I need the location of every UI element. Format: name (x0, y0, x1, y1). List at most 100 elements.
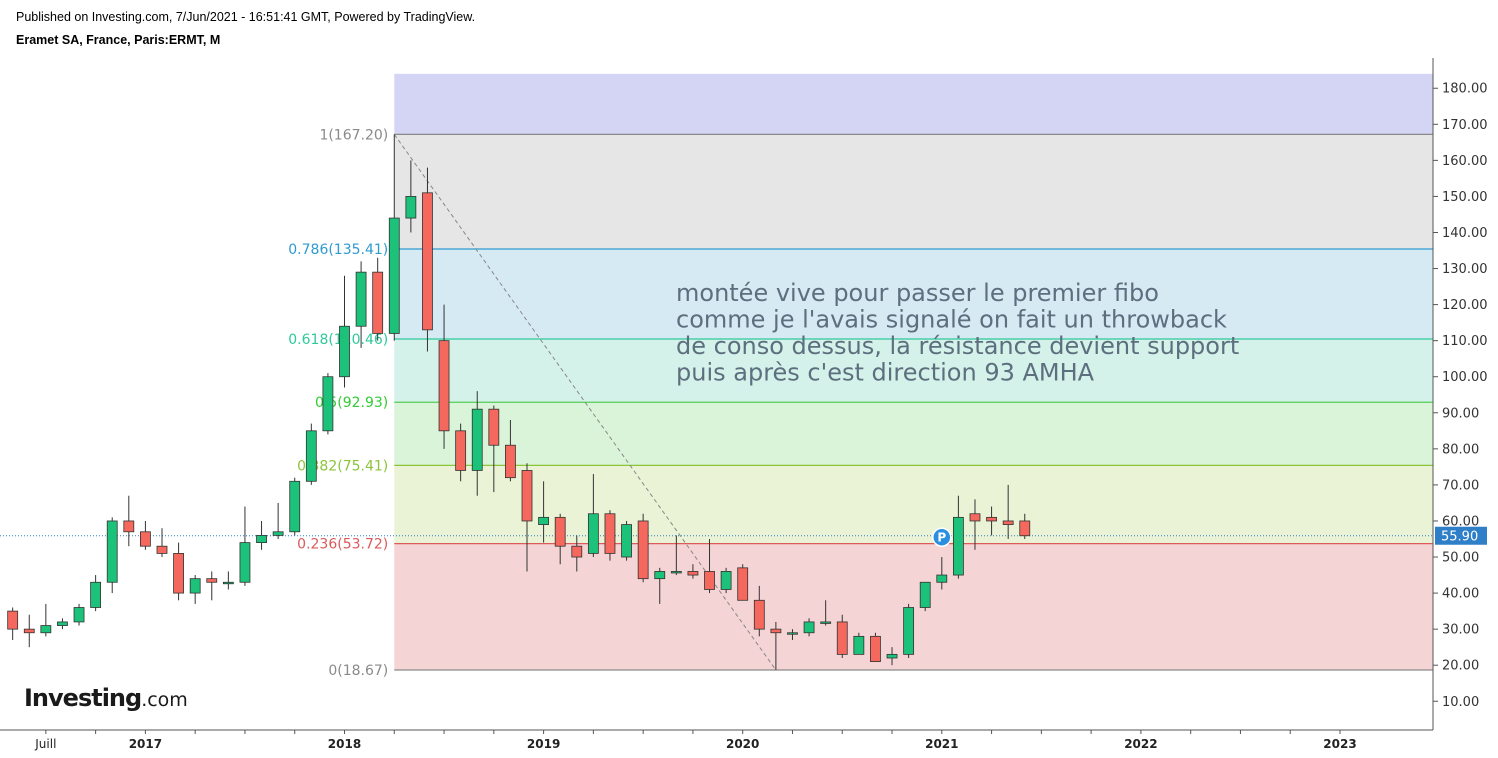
candle-2020-06 (820, 600, 832, 626)
candle-body (720, 571, 732, 590)
candle-body (40, 625, 52, 634)
candle-2017-12 (322, 373, 334, 435)
candle-2016-12 (123, 495, 135, 547)
candle-2019-02 (554, 513, 566, 565)
candle-body (554, 516, 566, 547)
y-tick-label: 110.00 (1442, 334, 1488, 349)
candle-2019-10 (687, 564, 699, 579)
candle-2020-03 (770, 621, 782, 670)
x-tick-label-2017: 2017 (129, 737, 162, 751)
candle-2018-04 (388, 134, 400, 341)
candle-body (654, 571, 666, 580)
candle-body (753, 599, 765, 630)
annotation-line-2: de conso dessus, la résistance devient s… (676, 332, 1239, 360)
candle-body (803, 621, 815, 634)
fib-zones (394, 73, 1433, 670)
candle-body (919, 581, 931, 608)
y-tick-label: 30.00 (1442, 623, 1479, 638)
candle-body (820, 621, 832, 624)
fib-zone-5 (394, 465, 1433, 544)
candle-2019-12 (720, 567, 732, 594)
candle-2018-06 (422, 167, 433, 352)
candle-2017-02 (156, 528, 168, 558)
published-info: Published on Investing.com, 7/Jun/2021 -… (16, 10, 476, 24)
candle-body (853, 635, 865, 655)
candle-body (322, 376, 334, 432)
candle-2019-03 (571, 535, 583, 572)
candle-2017-08 (256, 520, 267, 550)
candle-2017-09 (272, 502, 284, 539)
candle-2018-05 (405, 160, 417, 233)
candle-2017-03 (173, 542, 184, 601)
y-tick-label: 70.00 (1442, 478, 1479, 493)
x-tick-label-Juill: Juill (34, 737, 56, 751)
last-price-badge (1435, 526, 1487, 545)
candle-body (521, 470, 533, 522)
candle-2018-07 (438, 304, 450, 449)
candle-2016-05 (7, 607, 19, 640)
x-tick-label-2023: 2023 (1323, 737, 1356, 751)
candle-2019-04 (587, 474, 599, 558)
y-tick-label: 50.00 (1442, 551, 1479, 566)
candle-body (156, 545, 168, 554)
candle-body (422, 192, 433, 331)
logo-suffix: .com (141, 689, 188, 711)
candle-body (471, 408, 483, 471)
candle-body (870, 635, 881, 662)
candle-body (206, 578, 218, 583)
y-tick-label: 170.00 (1442, 118, 1488, 133)
fib-label-3: 0.5(92.93) (315, 395, 388, 411)
candle-body (969, 513, 981, 522)
candle-2020-12 (919, 581, 931, 612)
instrument-title: Eramet SA, France, Paris:ERMT, M (16, 33, 221, 47)
candle-body (139, 531, 151, 547)
candle-2021-04 (986, 506, 997, 536)
y-tick-label: 40.00 (1442, 587, 1479, 602)
fib-label-5: 0.236(53.72) (297, 537, 388, 553)
candle-body (256, 534, 267, 543)
annotation-line-0: montée vive pour passer le premier fibo (676, 279, 1159, 307)
candle-2018-10 (488, 405, 500, 493)
candle-body (372, 271, 384, 334)
candle-2016-09 (73, 603, 85, 626)
candle-2019-11 (704, 538, 715, 594)
fib-level-lines: 1(167.20) 0.786(135.41) 0.618(110.46) 0.5(9… (288, 127, 1433, 679)
x-tick-label-2019: 2019 (527, 737, 560, 751)
candle-2020-09 (870, 632, 881, 662)
y-tick-label: 90.00 (1442, 406, 1479, 421)
fib-zone-1 (394, 134, 1433, 250)
marker-label: P (937, 531, 946, 545)
candle-2018-12 (521, 463, 533, 572)
y-tick-label: 20.00 (1442, 659, 1479, 674)
fib-label-4: 0.382(75.41) (297, 458, 388, 474)
candle-body (952, 516, 964, 576)
candle-body (488, 408, 500, 446)
y-tick-label: 140.00 (1442, 226, 1488, 241)
x-tick-label-2018: 2018 (328, 737, 361, 751)
fib-label-1: 0.786(135.41) (288, 242, 388, 258)
candle-body (621, 524, 632, 558)
y-tick-label: 10.00 (1442, 695, 1479, 710)
candle-body (538, 516, 549, 525)
candle-2017-01 (139, 520, 151, 550)
x-tick-label-2022: 2022 (1124, 737, 1157, 751)
candle-2017-11 (305, 423, 317, 485)
candle-body (222, 581, 234, 585)
candle-2017-05 (206, 571, 218, 601)
candle-body (239, 542, 251, 583)
candle-2018-01 (339, 275, 350, 388)
investing-logo: Investing.com (24, 684, 188, 712)
candle-2021-03 (969, 499, 981, 550)
candle-2016-07 (40, 603, 52, 637)
candle-2021-05 (1002, 484, 1014, 539)
marker-circle (932, 527, 952, 547)
candle-body (405, 196, 417, 219)
candle-2019-07 (637, 513, 649, 583)
candle-body (90, 581, 102, 608)
fib-label-2: 0.618(110.46) (288, 332, 388, 348)
candle-body (73, 607, 85, 623)
candle-body (173, 553, 184, 594)
y-tick-label: 160.00 (1442, 154, 1488, 169)
candle-2019-08 (654, 567, 666, 604)
